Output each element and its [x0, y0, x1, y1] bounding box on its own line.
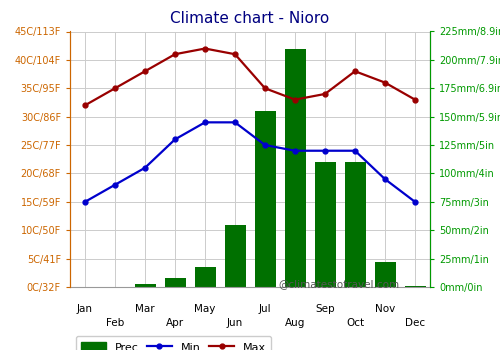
Bar [194, 267, 216, 287]
Bar [134, 284, 156, 287]
Text: Aug: Aug [285, 317, 305, 328]
Bar [224, 225, 246, 287]
Title: Climate chart - Nioro: Climate chart - Nioro [170, 11, 330, 26]
Text: Jan: Jan [77, 304, 93, 314]
Bar [284, 49, 306, 287]
Bar [314, 162, 336, 287]
Text: Jun: Jun [227, 317, 243, 328]
Bar [404, 286, 425, 287]
Bar [164, 278, 186, 287]
Text: Mar: Mar [135, 304, 155, 314]
Text: Sep: Sep [315, 304, 335, 314]
Text: Apr: Apr [166, 317, 184, 328]
Bar [374, 262, 396, 287]
Legend: Prec, Min, Max: Prec, Min, Max [76, 336, 272, 350]
Bar [344, 162, 366, 287]
Text: May: May [194, 304, 216, 314]
Bar [254, 111, 276, 287]
Text: Nov: Nov [375, 304, 395, 314]
Text: Dec: Dec [405, 317, 425, 328]
Text: Jul: Jul [258, 304, 272, 314]
Text: Feb: Feb [106, 317, 124, 328]
Text: @climatestotravel.com: @climatestotravel.com [279, 280, 400, 289]
Text: Oct: Oct [346, 317, 364, 328]
